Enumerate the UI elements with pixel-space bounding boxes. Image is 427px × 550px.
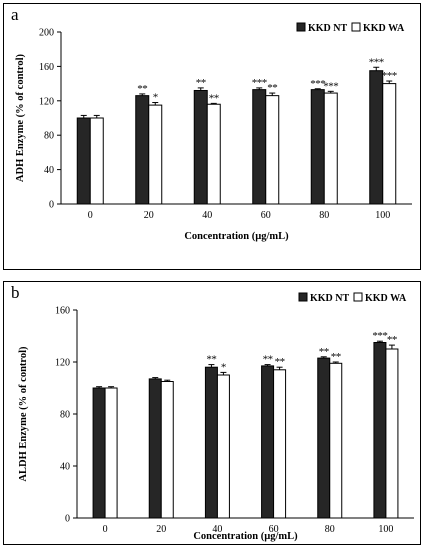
significance-label: * [221,361,226,373]
panel-letter: a [11,5,19,24]
legend-label: KKD WA [363,23,405,34]
x-axis-label: Concentration (µg/mL) [193,531,298,542]
bar-nt [193,89,208,205]
significance-label: *** [372,330,387,342]
bar-nt [135,95,150,205]
significance-label: *** [323,80,338,92]
y-tick-label: 0 [49,200,54,211]
x-tick-label: 80 [325,524,335,535]
significance-label: *** [252,77,267,89]
legend-label: KKD NT [308,23,348,34]
x-tick-label: 60 [261,210,271,221]
bar-nt [92,387,106,519]
significance-label: *** [369,56,384,68]
y-axis-label: ADH Enzyme (% of control) [15,53,26,182]
legend-swatch-wa [353,292,363,302]
chart-panel-b: b 0 40 80 120 160 0 20 40 ** * 60 ** ** 80 ** ** 100 *** *… [3,281,421,545]
legend-label: KKD NT [310,293,350,304]
bar-wa [216,374,230,519]
bar-wa [273,369,287,519]
significance-label: * [153,92,158,104]
bar-wa [89,117,104,205]
bar-nt [204,366,218,519]
significance-label: ** [275,356,285,368]
bar-wa [385,348,399,519]
bar-nt [76,117,91,205]
y-tick-label: 200 [39,28,54,39]
x-tick-label: 40 [212,524,222,535]
bar-wa [206,103,221,205]
legend-swatch-nt [296,22,306,32]
y-tick-label: 40 [60,462,70,473]
bar-wa [382,83,397,205]
x-tick-label: 40 [202,210,212,221]
x-tick-label: 0 [103,524,108,535]
significance-label: ** [331,351,341,363]
legend-label: KKD WA [365,293,407,304]
bar-wa [104,387,118,519]
significance-label: ** [387,334,397,346]
chart-panel-a: a 0 40 80 120 160 200 0 20 ** * 40 ** ** 60 *** ** 80 ***… [3,3,421,270]
legend-swatch-wa [351,22,361,32]
y-tick-label: 120 [55,358,70,369]
legend-swatch-nt [298,292,308,302]
bar-nt [369,70,384,205]
bar-wa [323,92,338,205]
significance-label: ** [206,354,216,366]
significance-label: *** [310,78,325,90]
significance-label: ** [263,354,273,366]
significance-label: *** [382,70,397,82]
x-axis-label: Concentration (µg/mL) [184,231,289,242]
bar-nt [148,378,162,519]
bar-wa [329,362,343,519]
bar-wa [148,104,163,205]
y-axis-label: ALDH Enzyme (% of control) [18,346,29,482]
y-tick-label: 80 [44,131,54,142]
significance-label: ** [196,77,206,89]
bar-wa [265,95,280,205]
bar-nt [261,365,275,519]
x-tick-label: 100 [375,210,390,221]
bar-nt [317,357,331,519]
panel-letter: b [11,283,20,302]
x-tick-label: 20 [144,210,154,221]
x-tick-label: 80 [319,210,329,221]
x-tick-label: 100 [378,524,393,535]
y-tick-label: 40 [44,165,54,176]
bar-nt [310,89,325,205]
bar-nt [252,89,267,205]
x-tick-label: 20 [156,524,166,535]
y-tick-label: 0 [65,514,70,525]
bar-wa [160,381,174,519]
significance-label: ** [137,83,147,95]
y-tick-label: 120 [39,96,54,107]
bar-nt [373,342,387,519]
x-tick-label: 0 [88,210,93,221]
x-tick-label: 60 [269,524,279,535]
y-tick-label: 160 [55,306,70,317]
significance-label: ** [267,82,277,94]
y-tick-label: 160 [39,62,54,73]
y-tick-label: 80 [60,410,70,421]
significance-label: ** [209,92,219,104]
significance-label: ** [319,346,329,358]
